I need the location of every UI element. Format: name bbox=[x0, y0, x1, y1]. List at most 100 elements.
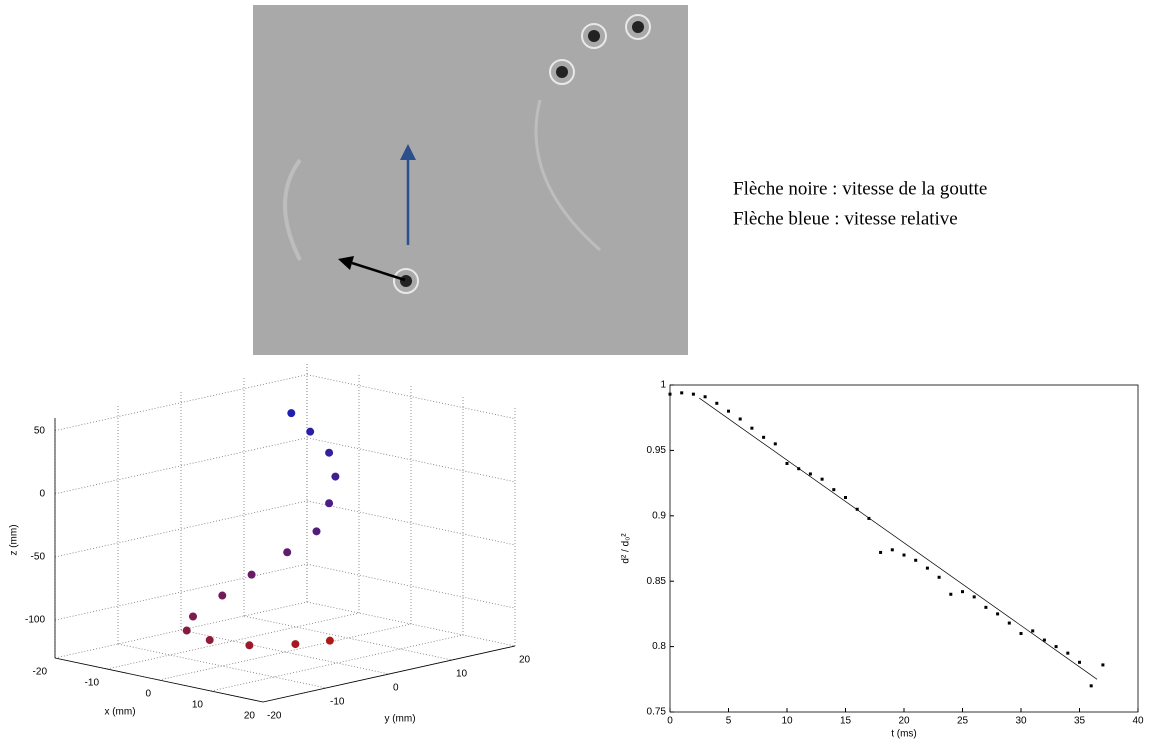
data-point bbox=[879, 550, 883, 554]
data-point bbox=[937, 575, 941, 579]
z-tick-label: 0 bbox=[39, 488, 45, 499]
data-point bbox=[668, 392, 672, 396]
grid-line bbox=[54, 500, 308, 558]
z-tick-label: -100 bbox=[25, 615, 45, 626]
x-tick-label: 25 bbox=[957, 716, 969, 727]
fit-line bbox=[699, 397, 1098, 680]
data-point bbox=[680, 391, 684, 395]
trajectory-point bbox=[325, 448, 334, 457]
data-point bbox=[797, 467, 801, 471]
x-axis-label: t (ms) bbox=[891, 729, 917, 740]
x-tick-label: -10 bbox=[85, 678, 100, 689]
data-point bbox=[1089, 684, 1093, 688]
trajectory-point bbox=[182, 626, 191, 635]
y-tick-label: 0 bbox=[393, 683, 399, 694]
data-point bbox=[1031, 629, 1035, 633]
z-axis-label: z (mm) bbox=[9, 524, 20, 555]
data-point bbox=[762, 435, 766, 439]
annotation: Flèche noire : vitesse de la goutte bbox=[733, 178, 987, 199]
grid-line bbox=[158, 623, 412, 681]
trajectory-point bbox=[312, 527, 321, 536]
plot-frame bbox=[669, 384, 1139, 713]
y-axis-label: y (mm) bbox=[384, 714, 415, 725]
x-tick-label: 30 bbox=[1015, 716, 1027, 727]
data-point bbox=[996, 612, 1000, 616]
trajectory-point bbox=[331, 472, 340, 481]
data-point bbox=[691, 392, 695, 396]
grid-line bbox=[243, 615, 453, 661]
trajectory-point bbox=[245, 641, 254, 650]
grid-line bbox=[306, 601, 516, 647]
data-point bbox=[808, 472, 812, 476]
grid-line bbox=[180, 629, 390, 675]
x-axis-label: x (mm) bbox=[104, 707, 135, 718]
y-tick-label: 0.8 bbox=[652, 641, 666, 652]
x-tick-label: 20 bbox=[244, 711, 256, 722]
data-point bbox=[773, 442, 777, 446]
hologram-image bbox=[253, 5, 688, 355]
axis-line bbox=[262, 645, 516, 703]
data-point bbox=[961, 590, 964, 594]
y-tick-label: 0.9 bbox=[652, 510, 666, 521]
y-tick-label: 20 bbox=[519, 655, 531, 666]
data-point bbox=[949, 592, 953, 596]
x-tick-label: 10 bbox=[781, 716, 793, 727]
data-point bbox=[984, 605, 988, 609]
grid-line bbox=[306, 563, 516, 609]
data-point bbox=[867, 516, 871, 520]
trajectory-point bbox=[291, 640, 300, 649]
data-point bbox=[855, 507, 859, 511]
data-point bbox=[1101, 663, 1105, 667]
y-tick-label: 0.75 bbox=[647, 707, 667, 718]
grid-line bbox=[54, 563, 308, 621]
data-point bbox=[785, 461, 789, 465]
data-point bbox=[832, 488, 836, 492]
trajectory-point bbox=[325, 499, 334, 508]
data-point bbox=[914, 558, 918, 562]
x-tick-label: -20 bbox=[33, 667, 48, 678]
y-tick-label: -10 bbox=[330, 697, 345, 708]
data-point bbox=[738, 417, 742, 421]
y-tick-label: 10 bbox=[456, 669, 468, 680]
grid-line bbox=[106, 612, 360, 670]
axis-line bbox=[54, 657, 264, 703]
data-point bbox=[925, 566, 929, 570]
grid-line bbox=[54, 437, 308, 495]
data-point bbox=[1019, 632, 1023, 636]
trajectory-point bbox=[218, 591, 227, 600]
y-axis-label: d² / d₀² bbox=[621, 533, 632, 564]
annotation: Flèche bleue : vitesse relative bbox=[733, 208, 958, 229]
data-point bbox=[902, 553, 906, 557]
grid-line bbox=[306, 437, 516, 483]
x-tick-label: 0 bbox=[667, 716, 673, 727]
y-tick-label: -20 bbox=[267, 711, 282, 722]
trajectory-point bbox=[287, 409, 296, 418]
data-point bbox=[715, 401, 719, 405]
trajectory-point bbox=[306, 427, 315, 436]
y-tick-label: 0.85 bbox=[647, 576, 667, 587]
y-tick-label: 1 bbox=[660, 380, 666, 391]
trajectory-point bbox=[189, 612, 197, 621]
x-tick-label: 40 bbox=[1132, 716, 1144, 727]
data-point bbox=[972, 595, 976, 599]
x-tick-label: 35 bbox=[1074, 716, 1086, 727]
trajectory-point bbox=[247, 570, 256, 579]
x-tick-label: 20 bbox=[898, 716, 910, 727]
x-tick-label: 5 bbox=[726, 716, 732, 727]
data-point bbox=[820, 477, 824, 481]
data-point bbox=[1007, 621, 1011, 625]
data-point bbox=[703, 395, 707, 399]
data-point bbox=[1066, 651, 1070, 655]
data-point bbox=[1054, 645, 1058, 649]
z-tick-label: 50 bbox=[34, 425, 46, 436]
data-point bbox=[750, 426, 754, 430]
x-tick-label: 0 bbox=[145, 689, 151, 700]
data-point bbox=[890, 548, 894, 552]
x-tick-label: 10 bbox=[192, 700, 204, 711]
trajectory-point bbox=[205, 636, 214, 645]
trajectory-point bbox=[325, 636, 334, 645]
y-tick-label: 0.95 bbox=[647, 445, 667, 456]
data-point bbox=[1078, 660, 1081, 664]
